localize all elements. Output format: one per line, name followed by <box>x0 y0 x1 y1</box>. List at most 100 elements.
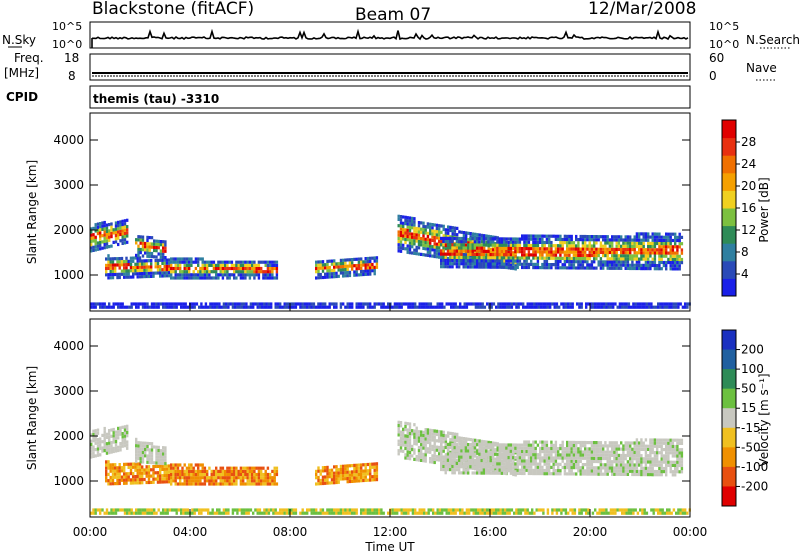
echo-cell <box>156 271 160 275</box>
echo-cell <box>523 240 526 244</box>
echo-cell <box>96 431 100 435</box>
echo-cell <box>577 247 580 251</box>
echo-cell <box>647 457 650 461</box>
echo-cell <box>572 456 576 460</box>
echo-cell <box>371 256 374 260</box>
echo-cell <box>584 247 587 251</box>
echo-cell <box>444 236 447 240</box>
echo-cell <box>114 443 118 447</box>
echo-cell <box>218 305 221 309</box>
echo-cell <box>103 433 106 437</box>
echo-cell <box>622 257 625 261</box>
echo-cell <box>260 260 263 264</box>
echo-cell <box>264 469 267 473</box>
echo-cell <box>99 453 102 457</box>
echo-cell <box>570 250 573 254</box>
echo-cell <box>174 263 177 267</box>
echo-cell <box>215 482 218 486</box>
echo-cell <box>577 266 580 270</box>
echo-cell <box>360 257 363 261</box>
echo-cell <box>145 271 148 275</box>
echo-cell <box>164 302 167 306</box>
echo-cell <box>482 446 486 450</box>
echo-cell <box>411 245 414 249</box>
echo-cell <box>467 437 470 441</box>
echo-cell <box>404 453 407 457</box>
echo-cell <box>485 259 488 263</box>
echo-cell <box>653 241 657 246</box>
echo-cell <box>600 305 604 309</box>
echo-cell <box>148 251 151 255</box>
echo-cell <box>561 263 564 267</box>
echo-cell <box>640 267 643 271</box>
echo-cell <box>438 252 441 256</box>
echo-cell <box>239 476 243 480</box>
echo-cell <box>667 238 670 243</box>
echo-cell <box>449 442 452 446</box>
echo-cell <box>355 476 358 480</box>
echo-cell <box>230 476 234 480</box>
echo-cell <box>552 263 555 267</box>
echo-cell <box>629 444 632 448</box>
echo-cell <box>453 461 456 465</box>
echo-cell <box>541 247 544 251</box>
echo-cell <box>114 257 117 261</box>
echo-cell <box>174 469 177 473</box>
echo-cell <box>459 302 462 306</box>
echo-cell <box>308 305 311 309</box>
echo-cell <box>527 247 531 251</box>
echo-cell <box>599 466 603 470</box>
echo-cell <box>108 441 111 445</box>
echo-cell <box>328 471 331 476</box>
colorbar-segment <box>722 260 736 279</box>
echo-cell <box>568 456 571 460</box>
echo-cell <box>640 248 643 252</box>
echo-cell <box>649 457 652 461</box>
echo-cell <box>640 460 643 464</box>
echo-cell <box>633 457 636 461</box>
echo-cell <box>644 248 648 252</box>
echo-cell <box>514 465 517 469</box>
echo-cell <box>170 276 173 280</box>
echo-cell <box>532 266 535 270</box>
echo-cell <box>671 257 675 261</box>
echo-cell <box>507 262 510 266</box>
echo-cell <box>185 273 189 277</box>
echo-cell <box>420 433 423 437</box>
echo-cell <box>464 468 468 472</box>
echo-cell <box>674 245 677 249</box>
echo-cell <box>99 305 102 309</box>
echo-cell <box>494 259 497 263</box>
echo-cell <box>201 469 204 473</box>
echo-cell <box>642 235 645 239</box>
echo-cell <box>257 472 261 477</box>
echo-cell <box>597 235 600 239</box>
echo-cell <box>137 247 140 251</box>
echo-cell <box>92 454 95 458</box>
echo-cell <box>197 273 200 277</box>
echo-cell <box>92 305 95 309</box>
echo-cell <box>515 305 518 309</box>
echo-cell <box>545 250 549 254</box>
echo-cell <box>678 264 681 268</box>
echo-cell <box>469 265 472 269</box>
echo-cell <box>568 253 571 257</box>
echo-cell <box>262 260 265 264</box>
echo-cell <box>406 216 409 220</box>
echo-cell <box>498 455 501 460</box>
echo-cell <box>514 240 517 244</box>
echo-cell <box>629 447 632 451</box>
echo-cell <box>107 257 110 261</box>
echo-cell <box>415 252 418 256</box>
echo-cell <box>406 450 409 454</box>
echo-cell <box>550 453 553 457</box>
echo-cell <box>523 453 526 457</box>
echo-cell <box>505 253 508 257</box>
echo-cell <box>509 259 513 263</box>
echo-cell <box>148 460 151 465</box>
echo-cell <box>649 441 652 445</box>
echo-cell <box>656 463 659 467</box>
echo-cell <box>508 302 511 306</box>
echo-cell <box>427 305 430 309</box>
echo-cell <box>665 460 668 464</box>
